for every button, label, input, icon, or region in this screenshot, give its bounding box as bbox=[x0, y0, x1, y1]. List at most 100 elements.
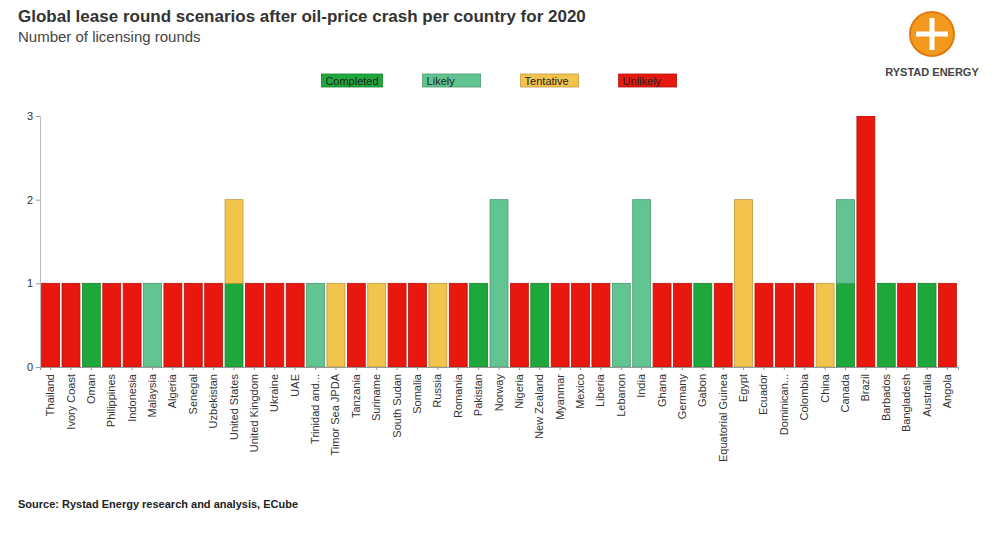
y-tick-mark bbox=[36, 367, 40, 368]
x-tick: Ivory Coast bbox=[65, 367, 77, 430]
x-tick-mark bbox=[927, 367, 928, 370]
x-tick-mark bbox=[335, 367, 336, 370]
x-tick: Ghana bbox=[656, 367, 668, 407]
x-axis-line bbox=[41, 368, 959, 371]
x-tick-mark bbox=[254, 367, 255, 370]
x-tick: Thailand bbox=[44, 367, 56, 416]
bar-segment bbox=[510, 283, 528, 367]
bar-segment bbox=[837, 200, 855, 284]
bar-segment bbox=[490, 199, 508, 200]
x-tick-label: Tanzania bbox=[350, 373, 362, 418]
legend-label: Unlikely bbox=[623, 75, 662, 87]
x-tick-label: Ivory Coast bbox=[65, 374, 77, 430]
bar-segment bbox=[470, 283, 488, 284]
bar-segment bbox=[368, 283, 386, 367]
y-tick-label: 2 bbox=[27, 194, 33, 206]
x-tick: Pakistan bbox=[472, 367, 484, 416]
x-tick-mark bbox=[519, 367, 520, 370]
x-tick-mark bbox=[376, 367, 377, 370]
bar-segment bbox=[612, 283, 630, 284]
bar-segment bbox=[877, 283, 895, 284]
x-tick-mark bbox=[539, 367, 540, 370]
bar-segment bbox=[531, 283, 549, 284]
x-tick: Algeria bbox=[166, 367, 178, 408]
x-tick: Oman bbox=[85, 367, 97, 404]
bar-segment bbox=[409, 283, 427, 367]
bar-segment bbox=[918, 283, 936, 284]
x-tick-label: Malaysia bbox=[146, 373, 158, 417]
x-tick-label: Barbados bbox=[880, 374, 892, 422]
x-tick-mark bbox=[91, 367, 92, 370]
x-tick-label: Myanmar bbox=[554, 374, 566, 420]
bar-segment bbox=[144, 283, 162, 284]
x-tick-mark bbox=[172, 367, 173, 370]
x-tick-label: UAE bbox=[289, 374, 301, 397]
bar-segment bbox=[857, 116, 875, 367]
x-tick-label: South Sudan bbox=[391, 374, 403, 438]
x-tick: Equatorial Guinea bbox=[717, 367, 729, 462]
x-tick-label: China bbox=[819, 373, 831, 403]
y-tick: 2 bbox=[27, 194, 40, 206]
bar-segment bbox=[531, 283, 549, 284]
x-tick-label: Dominican... bbox=[778, 374, 790, 435]
x-tick-label: Colombia bbox=[798, 373, 810, 420]
bar-segment bbox=[653, 283, 671, 367]
x-tick-label: Timor Sea JPDA bbox=[329, 373, 341, 455]
x-tick-label: Romania bbox=[452, 373, 464, 418]
legend-label: Tentative bbox=[525, 75, 569, 87]
bar-segment bbox=[612, 283, 630, 284]
x-tick: Canada bbox=[839, 367, 851, 413]
logo-circle bbox=[910, 12, 954, 56]
legend-item: Unlikely bbox=[619, 74, 677, 87]
x-tick: China bbox=[819, 367, 831, 403]
x-tick-mark bbox=[234, 367, 235, 370]
bar-segment bbox=[327, 283, 345, 284]
x-tick-label: Ukraine bbox=[268, 374, 280, 412]
x-tick: Malaysia bbox=[146, 367, 158, 417]
bar-segment bbox=[918, 283, 936, 284]
x-tick-label: Oman bbox=[85, 374, 97, 404]
x-tick: Barbados bbox=[880, 367, 892, 421]
bar-segment bbox=[633, 200, 651, 367]
x-tick-mark bbox=[662, 367, 663, 370]
x-tick-mark bbox=[478, 367, 479, 370]
x-tick-mark bbox=[804, 367, 805, 370]
x-tick-label: Brazil bbox=[859, 374, 871, 402]
y-tick-mark bbox=[36, 283, 40, 284]
bar-segment bbox=[694, 283, 712, 284]
legend-item: Likely bbox=[423, 74, 481, 87]
x-axis: ThailandIvory CoastOmanPhilippinesIndone… bbox=[41, 367, 959, 462]
bar-segment bbox=[82, 283, 100, 367]
logo bbox=[910, 12, 954, 56]
bar-segment bbox=[938, 283, 956, 367]
subtitle: Number of licensing rounds bbox=[18, 28, 201, 45]
bar-segment bbox=[490, 199, 508, 200]
bar-segment bbox=[470, 283, 488, 284]
x-tick-label: Nigeria bbox=[513, 373, 525, 409]
legend-item: Completed bbox=[321, 74, 382, 87]
bar-segment bbox=[42, 283, 60, 367]
x-tick: Dominican... bbox=[778, 367, 790, 435]
legend-swatch bbox=[521, 74, 579, 87]
x-tick: United States bbox=[228, 367, 240, 440]
legend-item: Tentative bbox=[521, 74, 579, 87]
bar-segment bbox=[388, 283, 406, 367]
x-tick-label: Suriname bbox=[370, 374, 382, 421]
x-tick: New Zealand bbox=[533, 367, 545, 439]
x-tick-mark bbox=[437, 367, 438, 370]
legend-swatch bbox=[423, 74, 481, 87]
series bbox=[225, 200, 834, 367]
bar-segment bbox=[205, 283, 223, 367]
bar-segment bbox=[714, 283, 732, 367]
logo-cross bbox=[916, 18, 948, 50]
x-tick-mark bbox=[743, 367, 744, 370]
x-tick-label: Ecuador bbox=[757, 374, 769, 415]
x-tick: UAE bbox=[289, 367, 301, 397]
bar-segment bbox=[470, 283, 488, 284]
legend: Completed Likely Tentative Unlikely bbox=[321, 74, 676, 87]
y-tick: 1 bbox=[27, 277, 40, 289]
x-tick-label: Angola bbox=[941, 373, 953, 408]
legend-swatch bbox=[619, 74, 677, 87]
bar-segment bbox=[592, 283, 610, 367]
x-tick-label: Algeria bbox=[166, 373, 178, 408]
